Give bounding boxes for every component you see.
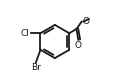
Text: Br: Br: [31, 63, 41, 72]
Text: O: O: [75, 41, 82, 50]
Text: Cl: Cl: [21, 29, 30, 38]
Text: O: O: [82, 17, 89, 26]
